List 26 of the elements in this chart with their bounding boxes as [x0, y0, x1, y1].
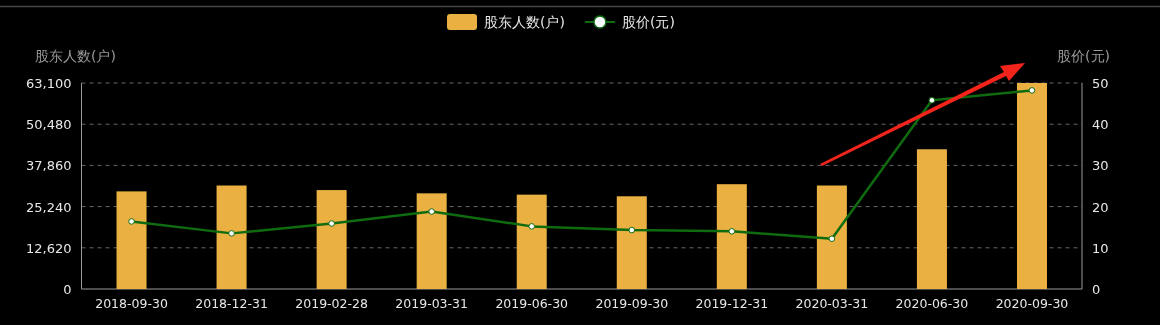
- y2-tick-label: 30: [1092, 158, 1109, 174]
- y2-axis-title: 股价(元): [1057, 48, 1110, 64]
- y-tick-label: 37,860: [26, 158, 72, 174]
- x-tick-label: 2018-12-31: [195, 296, 268, 311]
- legend-label: 股东人数(户): [484, 14, 565, 30]
- y2-tick-label: 0: [1092, 282, 1101, 297]
- y2-tick-label: 50: [1092, 76, 1109, 91]
- y-tick-label: 0: [63, 282, 72, 297]
- legend-label: 股价(元): [621, 14, 675, 30]
- x-tick-label: 2020-03-31: [795, 296, 869, 311]
- y-tick-label: 25,240: [26, 199, 72, 215]
- x-tick-label: 2020-09-30: [995, 296, 1069, 311]
- y-tick-label: 50,480: [26, 117, 72, 133]
- x-tick-label: 2019-06-30: [495, 296, 569, 311]
- x-tick-label: 2019-12-31: [695, 296, 769, 311]
- x-tick-label: 2019-09-30: [595, 296, 669, 311]
- x-tick-label: 2019-03-31: [395, 296, 468, 311]
- x-tick-label: 2019-02-28: [295, 296, 368, 311]
- y-axis-title: 股东人数(户): [35, 48, 116, 64]
- y-tick-label: 12,620: [26, 240, 72, 256]
- x-tick-label: 2018-09-30: [95, 296, 168, 311]
- y2-tick-label: 20: [1092, 199, 1109, 215]
- y2-tick-label: 10: [1092, 240, 1109, 256]
- y-tick-label: 63,100: [26, 76, 72, 91]
- x-tick-label: 2020-06-30: [895, 296, 969, 311]
- y2-tick-label: 40: [1092, 117, 1109, 133]
